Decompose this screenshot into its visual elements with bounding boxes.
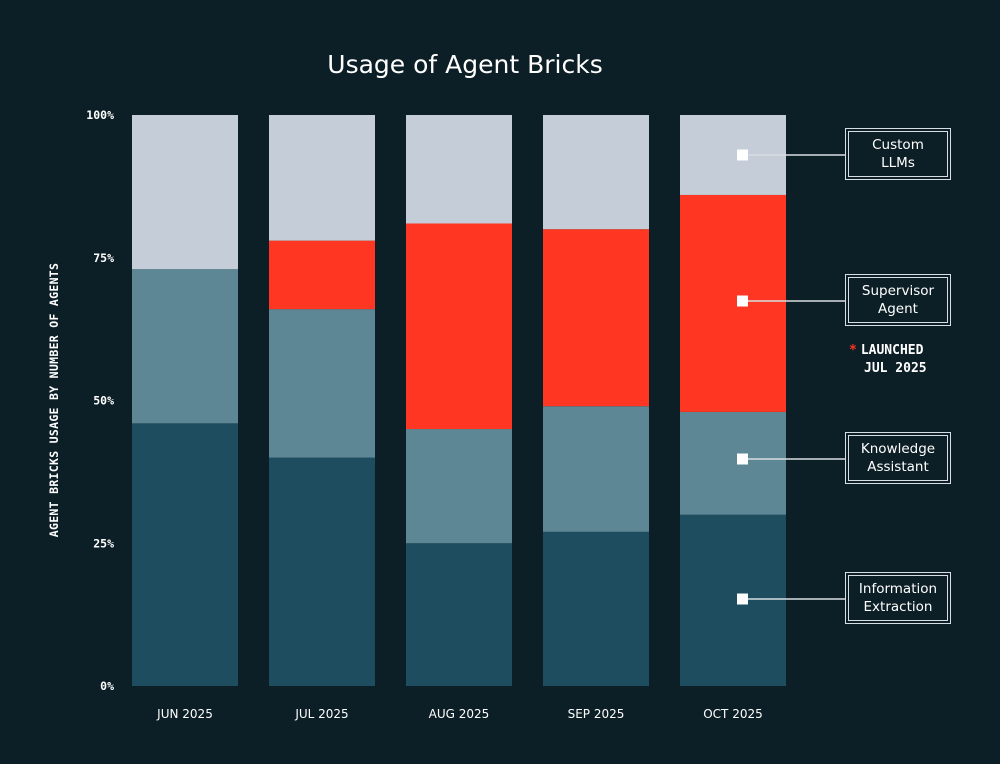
legend-marker-square	[737, 149, 748, 161]
annotation-line: JUL 2025	[864, 361, 927, 376]
bar-segment-supervisor-agent	[543, 229, 649, 407]
x-tick-label: JUN 2025	[156, 707, 213, 721]
bar-segment-knowledge-assistant	[680, 411, 786, 515]
legend-label-line: LLMs	[881, 155, 915, 171]
y-tick-label: 0%	[100, 679, 114, 693]
legend-supervisor-agent: Supervisor Agent	[845, 274, 951, 326]
bar-segment-custom-llms	[406, 115, 512, 224]
bar-segment-custom-llms	[132, 115, 238, 270]
legend-label-line: Custom	[872, 137, 924, 153]
legend-label-line: Supervisor	[861, 283, 935, 299]
bar-segment-supervisor-agent	[680, 194, 786, 412]
y-tick-label: 100%	[86, 108, 114, 122]
legend-knowledge-assistant: Knowledge Assistant	[845, 432, 951, 484]
legend-label-line: Agent	[878, 301, 918, 317]
legend-marker-square	[737, 295, 748, 307]
x-tick-label: AUG 2025	[429, 707, 490, 721]
bar-segment-custom-llms	[543, 115, 649, 230]
launch-annotation: * LAUNCHED JUL 2025	[849, 342, 927, 378]
bar-segment-supervisor-agent	[406, 223, 512, 430]
y-tick-label: 50%	[93, 394, 114, 408]
legend-label-line: Extraction	[863, 599, 933, 615]
y-tick-label: 25%	[93, 536, 114, 550]
bar-segment-knowledge-assistant	[132, 269, 238, 424]
bar-segment-custom-llms	[269, 115, 375, 241]
annotation-line: LAUNCHED	[860, 343, 924, 358]
legend-marker-square	[737, 453, 748, 465]
y-tick-label: 75%	[93, 251, 114, 265]
chart-title: Usage of Agent Bricks	[327, 50, 603, 79]
bar-segment-information-extraction	[680, 514, 786, 686]
x-tick-label: JUL 2025	[294, 707, 348, 721]
legend-custom-llms: Custom LLMs	[845, 128, 951, 180]
bar-segment-knowledge-assistant	[269, 309, 375, 458]
legend-label-line: Assistant	[867, 459, 929, 475]
bar-segment-information-extraction	[269, 457, 375, 686]
legend-label-line: Knowledge	[860, 441, 936, 457]
bar-segment-information-extraction	[132, 423, 238, 686]
x-tick-label: OCT 2025	[703, 707, 763, 721]
bar-segment-knowledge-assistant	[406, 429, 512, 544]
x-tick-label: SEP 2025	[568, 707, 625, 721]
bar-segment-information-extraction	[543, 531, 649, 686]
bar-segment-knowledge-assistant	[543, 406, 649, 532]
bar-segment-information-extraction	[406, 543, 512, 686]
asterisk-icon: *	[849, 343, 857, 358]
legend-label-line: Information	[858, 581, 938, 597]
legend-marker-square	[737, 593, 748, 605]
legend-information-extraction: Information Extraction	[845, 572, 951, 624]
bar-segment-supervisor-agent	[269, 240, 375, 310]
